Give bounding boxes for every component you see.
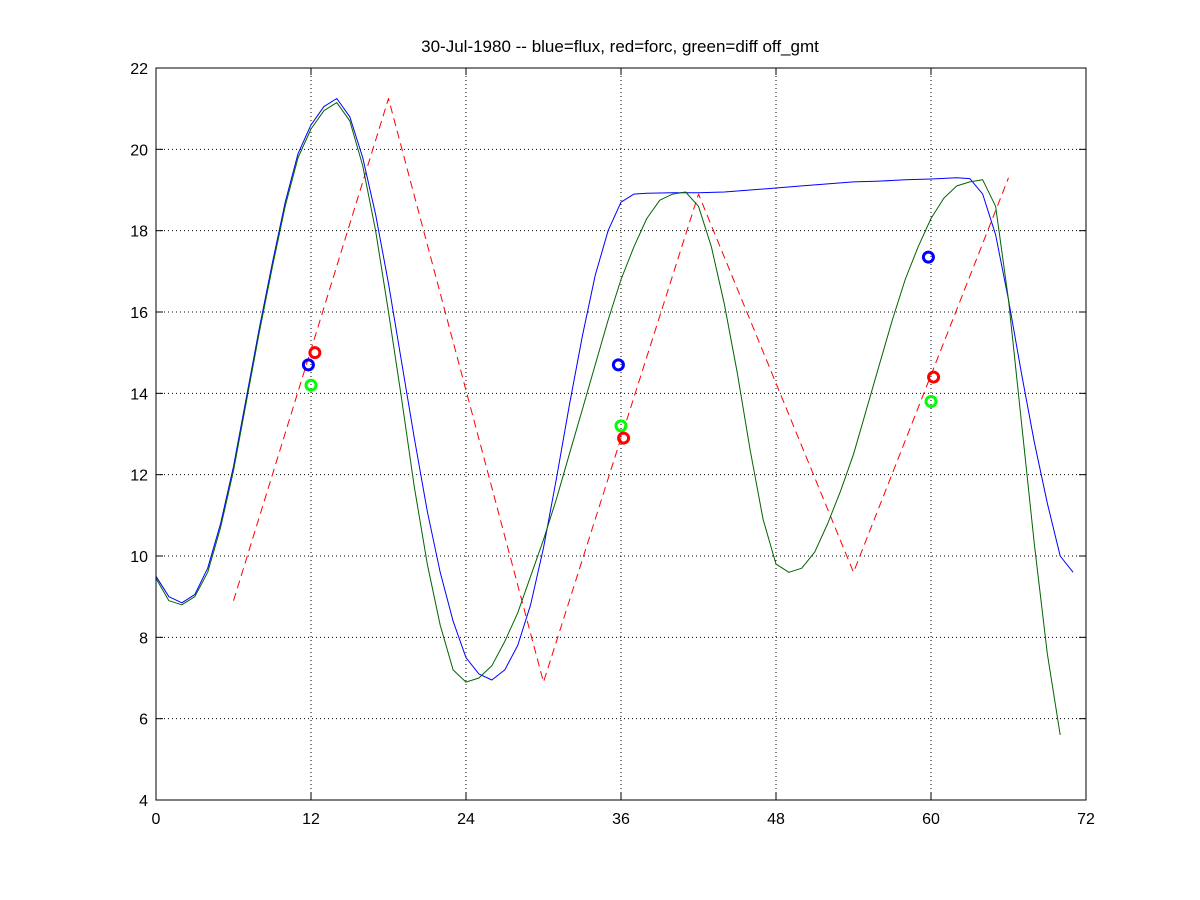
x-tick-label: 0 [152, 811, 161, 828]
x-tick-label: 24 [457, 811, 475, 828]
x-tick-label: 36 [612, 811, 630, 828]
marker-point [924, 394, 938, 408]
y-tick-label: 14 [130, 386, 148, 403]
y-tick-label: 4 [139, 793, 148, 810]
x-tick-label: 12 [302, 811, 320, 828]
x-tick-label: 72 [1077, 811, 1095, 828]
series-line-2 [155, 102, 1061, 735]
marker-point [617, 431, 631, 445]
marker-point [301, 358, 315, 372]
y-tick-label: 10 [130, 549, 148, 566]
series-layer [155, 98, 1074, 735]
axis-ticks: 0 12 24 36 48 60 72 4 6 8 10 12 14 16 18 20 22 [130, 61, 1095, 828]
marker-point [304, 378, 318, 392]
grid [156, 68, 1086, 800]
y-tick-label: 6 [139, 712, 148, 729]
marker-point [927, 370, 941, 384]
x-tick-label: 48 [767, 811, 785, 828]
y-tick-label: 16 [130, 305, 148, 322]
markers-layer [301, 250, 941, 445]
chart-title: 30-Jul-1980 -- blue=flux, red=forc, gree… [421, 37, 819, 56]
y-tick-label: 20 [130, 142, 148, 159]
y-tick-label: 18 [130, 224, 148, 241]
marker-point [308, 346, 322, 360]
marker-point [614, 419, 628, 433]
x-tick-label: 60 [922, 811, 940, 828]
marker-point [611, 358, 625, 372]
y-tick-label: 22 [130, 61, 148, 78]
series-line-1 [233, 98, 1009, 683]
y-tick-label: 8 [139, 630, 148, 647]
series-line-0 [155, 98, 1074, 681]
marker-point [921, 250, 935, 264]
y-tick-label: 12 [130, 468, 148, 485]
